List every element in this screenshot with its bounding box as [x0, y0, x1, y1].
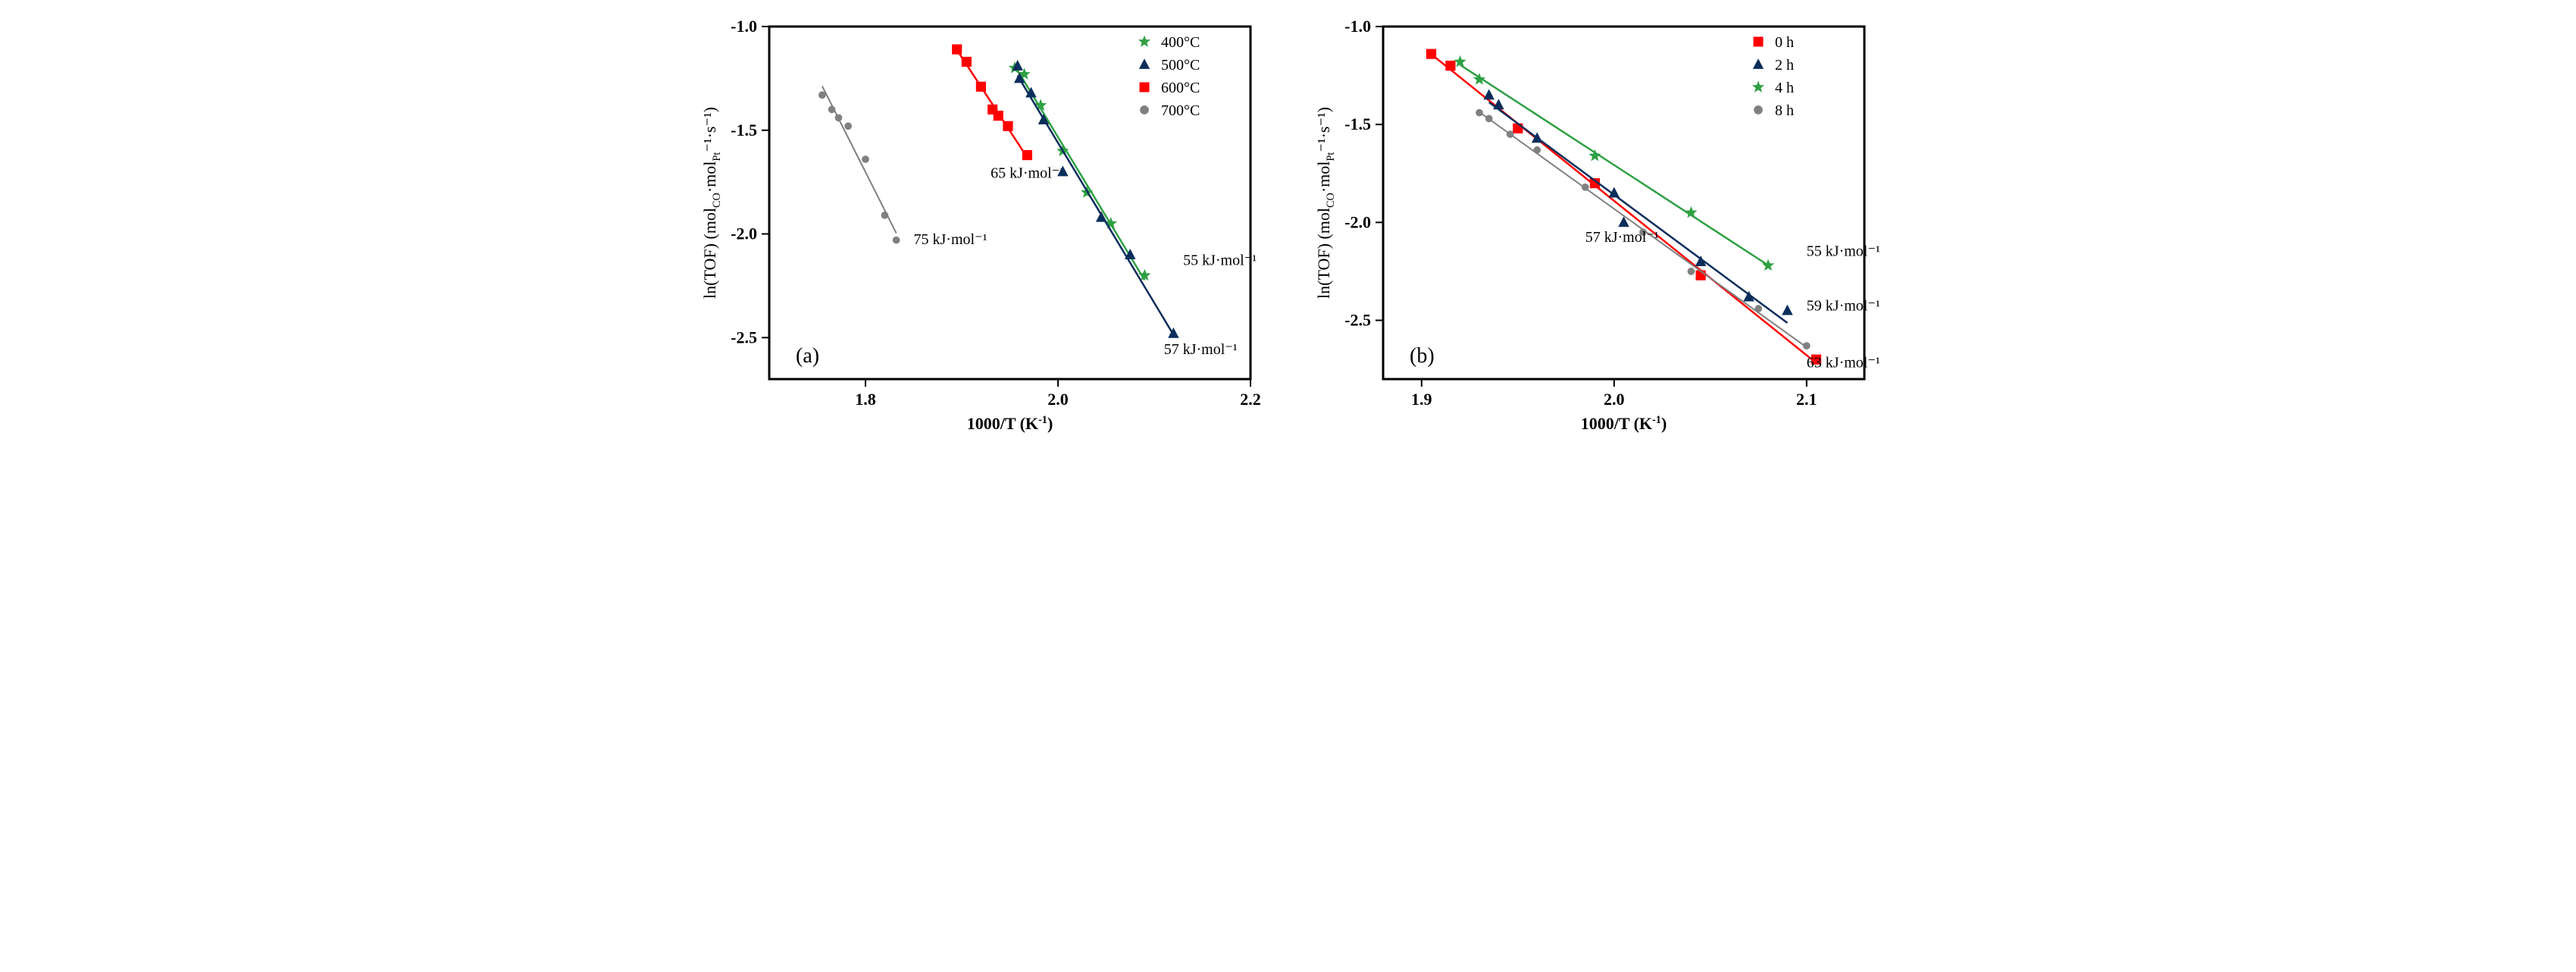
x-tick-label: 1.9: [1411, 390, 1432, 409]
data-marker: [818, 91, 825, 99]
data-marker: [1139, 83, 1149, 92]
y-tick-label: -2.5: [1344, 311, 1371, 330]
x-tick-label: 1.8: [855, 390, 876, 409]
series-annotation: 55 kJ·mol⁻¹: [1183, 252, 1257, 269]
data-marker: [1022, 150, 1031, 160]
data-marker: [828, 106, 835, 114]
data-marker: [1476, 109, 1483, 117]
series-annotation: 63 kJ·mol⁻¹: [1806, 355, 1879, 372]
legend-label: 500°C: [1161, 57, 1200, 74]
legend-label: 400°C: [1161, 34, 1200, 51]
chart-panel-b: 1.9 2.0 2.1 -1.0 -1.5 -2.0 -2.5 1000/T (K-1) ln(…: [1311, 15, 1880, 444]
figure-container: 1.8 2.0 2.2 -1.0 -1.5 -2.0 -2.5 1000/T (K-1) ln(…: [15, 15, 2561, 444]
legend-label: 4 h: [1775, 80, 1794, 96]
legend-label: 2 h: [1775, 57, 1794, 74]
data-marker: [1003, 121, 1013, 131]
data-marker: [1754, 305, 1762, 312]
data-marker: [1426, 49, 1435, 59]
x-tick-label: 2.0: [1047, 390, 1069, 409]
series-annotation: 55 kJ·mol⁻¹: [1806, 243, 1879, 259]
data-marker: [1581, 183, 1588, 191]
y-axis-label: ln(TOF) (molCO·molPt⁻¹·s⁻¹): [700, 107, 723, 299]
data-marker: [1485, 115, 1492, 123]
y-axis-label: ln(TOF) (molCO·molPt⁻¹·s⁻¹): [1314, 107, 1337, 299]
y-tick-label: -1.5: [1344, 114, 1371, 133]
data-marker: [881, 212, 888, 219]
data-marker: [834, 114, 842, 121]
series-annotation: 57 kJ·mol⁻¹: [1163, 341, 1237, 358]
series-annotation: 59 kJ·mol⁻¹: [1806, 298, 1879, 315]
legend-label: 600°C: [1161, 80, 1200, 96]
data-marker: [952, 44, 962, 54]
panel-label: (a): [796, 344, 819, 368]
y-tick-label: -2.0: [1344, 212, 1371, 231]
x-tick-label: 2.0: [1604, 390, 1625, 409]
data-marker: [1687, 268, 1695, 275]
x-tick-label: 2.1: [1796, 390, 1817, 409]
legend-label: 8 h: [1775, 102, 1794, 119]
data-marker: [1753, 37, 1763, 47]
chart-svg-a: 1.8 2.0 2.2 -1.0 -1.5 -2.0 -2.5 1000/T (K-1) ln(…: [697, 15, 1266, 440]
data-marker: [961, 57, 971, 67]
x-axis-label: 1000/T (K-1): [1580, 414, 1667, 433]
data-marker: [993, 111, 1003, 121]
series-annotation: 65 kJ·mol⁻¹: [991, 165, 1064, 182]
data-marker: [1533, 146, 1541, 154]
data-marker: [1445, 61, 1455, 71]
x-axis-label: 1000/T (K-1): [966, 414, 1053, 433]
data-marker: [1802, 342, 1810, 350]
x-tick-label: 2.2: [1240, 390, 1261, 409]
y-tick-label: -2.0: [731, 224, 757, 243]
y-tick-label: -2.5: [731, 328, 757, 346]
y-tick-label: -1.5: [731, 121, 757, 140]
data-marker: [1513, 124, 1523, 133]
series-annotation: 75 kJ·mol⁻¹: [913, 231, 987, 248]
chart-svg-b: 1.9 2.0 2.1 -1.0 -1.5 -2.0 -2.5 1000/T (K-1) ln(…: [1311, 15, 1880, 440]
data-marker: [1140, 105, 1149, 114]
chart-panel-a: 1.8 2.0 2.2 -1.0 -1.5 -2.0 -2.5 1000/T (K-1) ln(…: [697, 15, 1266, 444]
data-marker: [1506, 130, 1513, 138]
legend-label: 700°C: [1161, 102, 1200, 119]
series-annotation: 57 kJ·mol⁻¹: [1585, 229, 1658, 246]
panel-label: (b): [1410, 344, 1435, 368]
legend-label: 0 h: [1775, 34, 1794, 51]
data-marker: [844, 122, 852, 130]
data-marker: [1754, 105, 1763, 114]
data-marker: [892, 237, 900, 244]
y-tick-label: -1.0: [731, 17, 757, 36]
data-marker: [975, 82, 985, 92]
data-marker: [862, 155, 869, 163]
y-tick-label: -1.0: [1344, 17, 1371, 36]
